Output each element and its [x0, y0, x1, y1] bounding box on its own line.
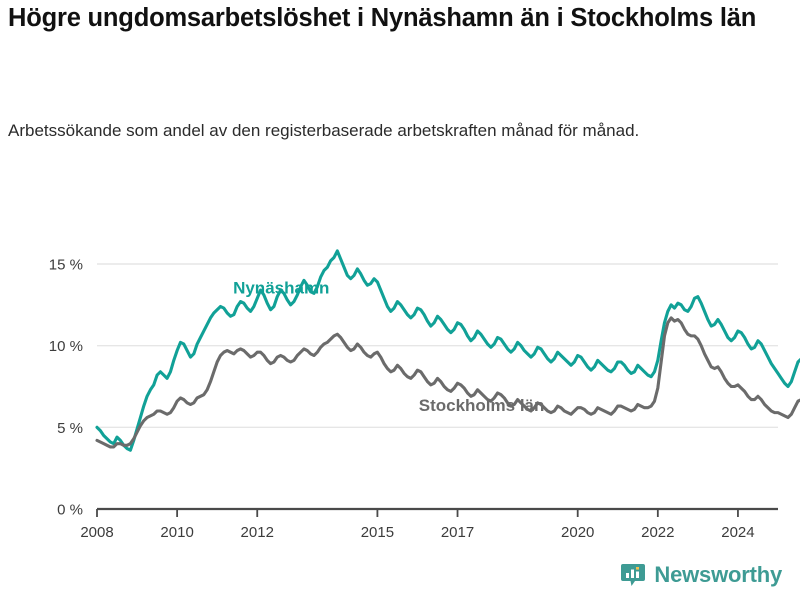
newsworthy-logo[interactable]: Newsworthy: [620, 562, 782, 588]
x-axis-tick-labels: 2008 2010 2012 2015 2017 2020 2022 2024: [80, 524, 754, 541]
y-tick-label: 5 %: [57, 420, 83, 437]
series-name-label: Nynäshamn: [233, 278, 329, 297]
page-subtitle: Arbetssökande som andel av den registerb…: [8, 121, 640, 140]
x-tick-label: 2015: [361, 524, 394, 541]
series-annotations: 8,9 %Nynäshamn7,6 %Stockholms län: [233, 278, 545, 415]
x-tick-label: 2017: [441, 524, 474, 541]
x-tick-label: 2020: [561, 524, 594, 541]
y-tick-label: 0 %: [57, 502, 83, 519]
y-tick-label: 10 %: [49, 338, 83, 355]
gridlines: [97, 263, 778, 511]
x-tick-label: 2012: [241, 524, 274, 541]
x-tick-label: 2008: [80, 524, 113, 541]
x-tick-label: 2022: [641, 524, 674, 541]
y-axis-tick-labels: 0 % 5 % 10 % 15 %: [49, 257, 83, 519]
series-lines: [95, 249, 800, 452]
x-axis: [96, 509, 739, 517]
page-title: Högre ungdomsarbetslöshet i Nynäshamn än…: [8, 4, 757, 32]
series-name-label: Stockholms län: [419, 396, 545, 415]
x-tick-label: 2024: [721, 524, 754, 541]
bar-chart-speech-bubble-icon: [621, 564, 646, 586]
newsworthy-wordmark: Newsworthy: [654, 562, 782, 587]
series-line: [95, 316, 800, 449]
series-line: [95, 249, 800, 452]
y-tick-label: 15 %: [49, 257, 83, 274]
x-tick-label: 2010: [160, 524, 193, 541]
